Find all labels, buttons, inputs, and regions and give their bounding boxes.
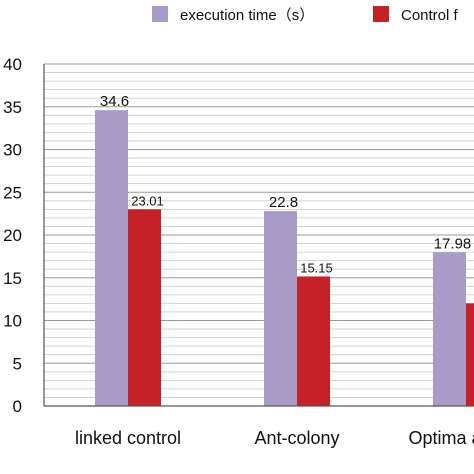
bar-1-0 xyxy=(128,209,161,406)
y-tick-label: 30 xyxy=(3,141,22,160)
category-label: Optima allocat xyxy=(408,428,474,448)
bar-0-2 xyxy=(433,252,466,406)
bar-0-1 xyxy=(264,211,297,406)
data-label: 17.98 xyxy=(434,235,472,252)
y-tick-label: 25 xyxy=(3,183,22,202)
bar-1-1 xyxy=(297,276,330,406)
y-tick-label: 15 xyxy=(3,269,22,288)
bar-0-0 xyxy=(95,110,128,407)
category-label: Ant-colony xyxy=(254,428,339,448)
category-label: linked control xyxy=(75,428,181,448)
y-tick-label: 40 xyxy=(3,55,22,74)
bar-1-2 xyxy=(466,303,474,406)
legend-label: Control f xyxy=(401,7,459,24)
legend-swatch xyxy=(152,6,168,22)
category-labels: linked control Ant-colony Optima allocat xyxy=(75,428,474,448)
y-tick-label: 35 xyxy=(3,98,22,117)
legend: execution time（s） Control f xyxy=(152,6,459,24)
y-tick-labels: 0 5 10 15 20 25 30 35 40 xyxy=(3,55,22,416)
bars xyxy=(95,110,474,407)
data-label: 15.15 xyxy=(300,260,333,275)
y-tick-label: 20 xyxy=(3,226,22,245)
data-label: 34.6 xyxy=(100,93,129,110)
legend-swatch xyxy=(373,6,389,22)
data-label: 22.8 xyxy=(269,194,298,211)
data-label: 23.01 xyxy=(131,193,164,208)
y-tick-label: 0 xyxy=(13,397,22,416)
y-tick-label: 10 xyxy=(3,312,22,331)
y-tick-label: 5 xyxy=(13,354,22,373)
legend-label: execution time（s） xyxy=(180,7,314,24)
